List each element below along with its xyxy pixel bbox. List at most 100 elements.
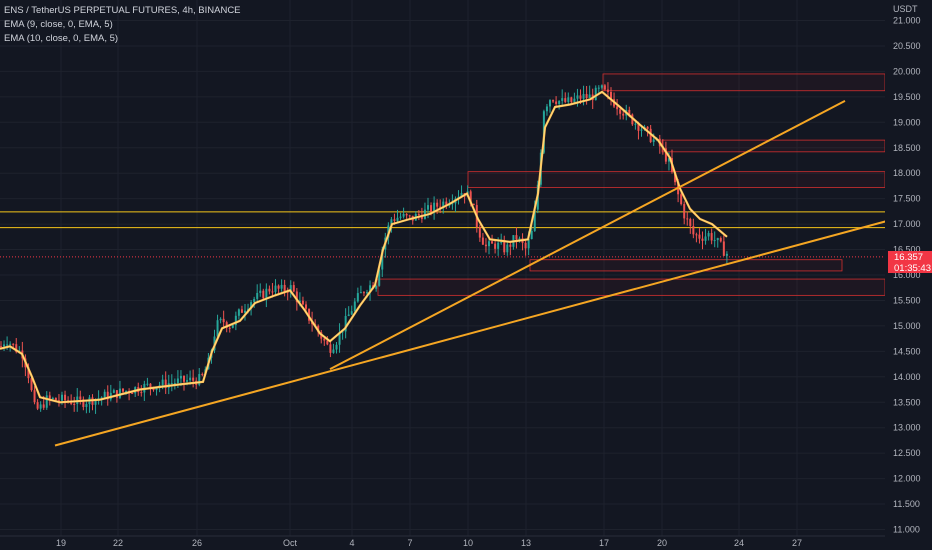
candle-body bbox=[381, 249, 384, 270]
candle-body bbox=[399, 216, 402, 218]
x-tick-label: 26 bbox=[192, 538, 202, 548]
candle-body bbox=[64, 394, 67, 401]
candle-body bbox=[57, 400, 60, 402]
x-tick-label: 22 bbox=[113, 538, 123, 548]
candle-body bbox=[698, 234, 701, 239]
candle-body bbox=[719, 238, 722, 242]
candle-body bbox=[100, 397, 103, 399]
candle-body bbox=[545, 106, 548, 112]
candle-body bbox=[170, 383, 173, 385]
candle-body bbox=[488, 241, 490, 247]
y-tick-label: 17.500 bbox=[893, 194, 921, 204]
candle-body bbox=[649, 128, 652, 143]
x-tick-label: 7 bbox=[407, 538, 412, 548]
candle-countdown: 01:35:43 bbox=[894, 263, 931, 274]
candle-body bbox=[378, 269, 381, 286]
y-tick-label: 19.500 bbox=[893, 92, 921, 102]
candle-body bbox=[588, 94, 591, 99]
candle-body bbox=[176, 378, 179, 384]
candle-body bbox=[179, 375, 182, 379]
candle-body bbox=[518, 238, 521, 240]
candle-body bbox=[15, 344, 18, 352]
y-tick-label: 19.000 bbox=[893, 117, 921, 127]
candle-body bbox=[667, 158, 670, 162]
x-tick-label: 27 bbox=[792, 538, 802, 548]
candle-body bbox=[265, 288, 268, 299]
candle-body bbox=[582, 94, 585, 99]
candle-body bbox=[30, 378, 33, 391]
candle-body bbox=[460, 193, 463, 197]
candle-body bbox=[253, 298, 256, 303]
y-tick-label: 14.500 bbox=[893, 346, 921, 356]
candle-body bbox=[704, 236, 707, 241]
candle-body bbox=[427, 205, 429, 210]
candle-body bbox=[131, 393, 134, 395]
candle-body bbox=[610, 91, 612, 100]
candle-body bbox=[451, 203, 454, 205]
candle-body bbox=[570, 97, 573, 102]
y-tick-label: 15.000 bbox=[893, 321, 921, 331]
candle-body bbox=[6, 344, 9, 346]
support-resistance-zone bbox=[602, 73, 886, 92]
y-tick-label: 16.000 bbox=[893, 270, 921, 280]
candle-body bbox=[3, 344, 6, 347]
candle-body bbox=[442, 201, 445, 208]
chart-legend: ENS / TetherUS PERPETUAL FUTURES, 4h, BI… bbox=[4, 4, 241, 46]
candle-body bbox=[515, 235, 518, 240]
candle-body bbox=[558, 100, 561, 104]
candle-body bbox=[674, 171, 677, 183]
candle-body bbox=[186, 380, 189, 382]
candle-body bbox=[640, 129, 643, 131]
candle-body bbox=[683, 204, 686, 219]
candle-body bbox=[622, 113, 625, 116]
candle-body bbox=[527, 239, 530, 249]
y-tick-label: 18.000 bbox=[893, 168, 921, 178]
trendline bbox=[329, 100, 846, 371]
candle-body bbox=[576, 95, 579, 99]
candle-body bbox=[722, 241, 725, 256]
ema-10-line bbox=[0, 91, 728, 403]
candle-body bbox=[79, 396, 82, 400]
candle-body bbox=[33, 390, 36, 403]
candle-body bbox=[146, 383, 149, 385]
candle-body bbox=[481, 237, 484, 245]
candle-body bbox=[362, 292, 365, 294]
last-price-value: 16.357 bbox=[894, 252, 924, 263]
candle-body bbox=[12, 343, 15, 345]
indicator-ema-9: EMA (9, close, 0, EMA, 5) bbox=[4, 19, 113, 30]
candle-body bbox=[222, 318, 225, 323]
candle-body bbox=[268, 288, 271, 292]
x-tick-label: 24 bbox=[734, 538, 744, 548]
x-tick-label: 20 bbox=[657, 538, 667, 548]
candle-body bbox=[118, 388, 121, 398]
candle-body bbox=[597, 87, 600, 89]
candle-body bbox=[237, 309, 240, 316]
y-tick-label: 12.500 bbox=[893, 448, 921, 458]
candle-body bbox=[51, 397, 54, 399]
candle-body bbox=[274, 285, 277, 292]
candle-body bbox=[494, 243, 497, 249]
candle-body bbox=[61, 394, 63, 401]
candle-body bbox=[149, 383, 152, 388]
support-resistance-zone bbox=[529, 259, 843, 272]
x-tick-label: 13 bbox=[521, 538, 531, 548]
candle-body bbox=[36, 402, 39, 409]
candle-body bbox=[271, 291, 274, 293]
candle-body bbox=[585, 94, 588, 99]
y-tick-label: 16.500 bbox=[893, 245, 921, 255]
candle-body bbox=[634, 123, 637, 125]
y-tick-label: 17.000 bbox=[893, 219, 921, 229]
candle-body bbox=[292, 285, 295, 292]
candle-body bbox=[85, 404, 88, 407]
candle-body bbox=[375, 285, 378, 289]
y-tick-label: 20.000 bbox=[893, 66, 921, 76]
candle-body bbox=[356, 293, 359, 302]
candle-body bbox=[201, 374, 204, 376]
candle-body bbox=[549, 100, 551, 107]
x-tick-label: 4 bbox=[349, 538, 354, 548]
y-tick-label: 18.500 bbox=[893, 143, 921, 153]
currency-label: USDT bbox=[893, 4, 918, 14]
candle-body bbox=[725, 253, 728, 256]
y-tick-label: 21.000 bbox=[893, 16, 921, 26]
